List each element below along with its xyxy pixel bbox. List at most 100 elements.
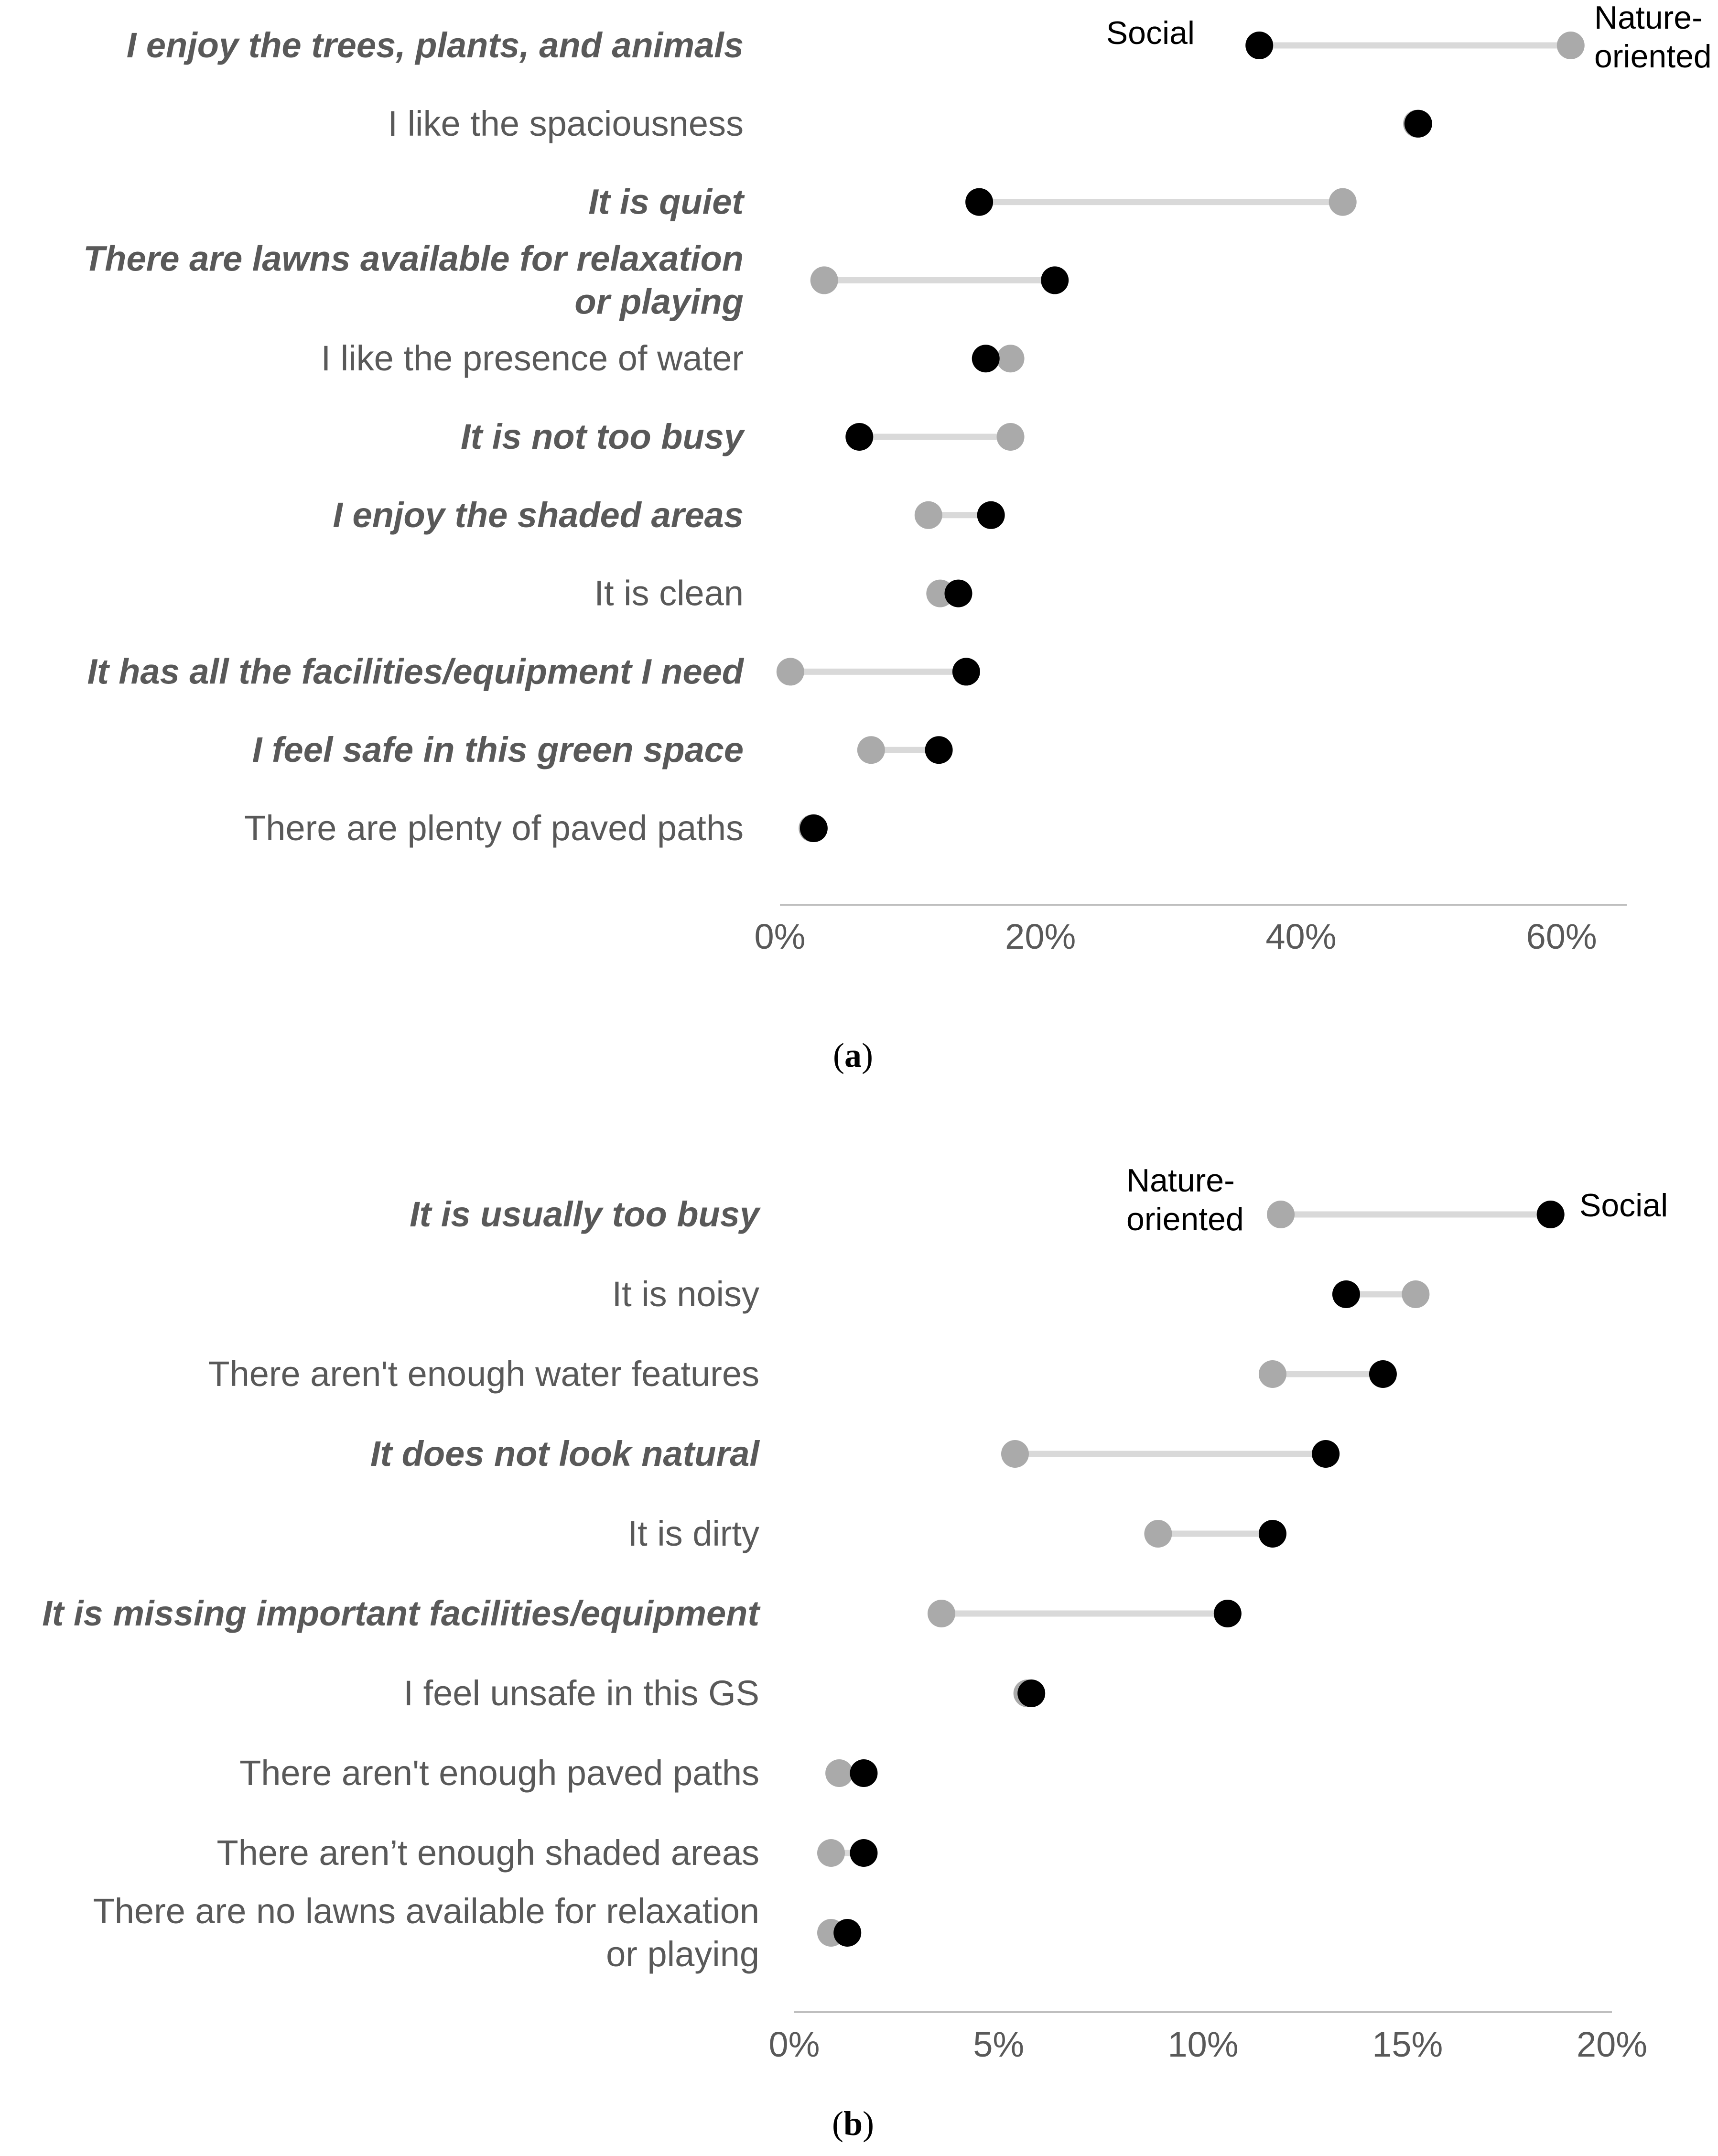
dumbbell-row: I like the presence of water — [321, 338, 1025, 378]
social-point — [800, 814, 828, 842]
category-label: I enjoy the trees, plants, and animals — [127, 25, 744, 65]
social-point — [952, 658, 980, 686]
panel-caption: (b) — [832, 2104, 874, 2143]
dumbbell-row: I enjoy the shaded areas — [333, 495, 1005, 535]
nature-oriented-point — [1001, 1440, 1029, 1468]
dumbbell-row: It has all the facilities/equipment I ne… — [87, 651, 980, 691]
nature-oriented-point — [1267, 1201, 1295, 1228]
x-tick-label: 15% — [1372, 2025, 1443, 2064]
dumbbell-row: It is noisy — [612, 1274, 1430, 1314]
dumbbell-row: It is clean — [594, 574, 972, 613]
dumbbell-row: There are plenty of paved paths — [244, 808, 828, 848]
x-tick-label: 5% — [973, 2025, 1024, 2064]
category-label: It is missing important facilities/equip… — [42, 1593, 761, 1633]
category-label: It is noisy — [612, 1274, 759, 1314]
dumbbell-row: It is missing important facilities/equip… — [42, 1593, 1242, 1633]
social-point — [965, 188, 994, 216]
x-tick-label: 10% — [1167, 2025, 1238, 2064]
social-point — [1258, 1520, 1286, 1548]
category-label: It is clean — [594, 574, 744, 613]
social-point — [944, 579, 972, 607]
dumbbell-row: I enjoy the trees, plants, and animals — [127, 25, 1585, 65]
dumbbell-row: There aren’t enough shaded areas — [217, 1833, 878, 1873]
nature-oriented-point — [1402, 1280, 1430, 1308]
dumbbell-row: There aren't enough paved paths — [239, 1753, 878, 1793]
dumbbell-row: It is dirty — [628, 1514, 1286, 1553]
dumbbell-row: There aren't enough water features — [208, 1354, 1397, 1394]
category-label: It does not look natural — [370, 1434, 760, 1473]
social-point — [1017, 1679, 1046, 1707]
legend-social-label: Social — [1106, 15, 1195, 51]
social-point — [850, 1839, 878, 1867]
category-label: I feel safe in this green space — [252, 730, 744, 769]
nature-oriented-point — [1144, 1520, 1172, 1548]
social-point — [850, 1759, 878, 1787]
social-point — [1245, 32, 1274, 59]
social-point — [972, 345, 1000, 373]
nature-oriented-point — [1556, 32, 1585, 59]
panel-caption: (a) — [833, 1036, 873, 1074]
social-point — [1369, 1360, 1397, 1388]
category-label: or playing — [606, 1934, 759, 1974]
social-point — [1213, 1600, 1242, 1627]
social-point — [1041, 266, 1069, 294]
legend-nature-oriented-label: Nature- — [1594, 0, 1703, 36]
category-label: There aren’t enough shaded areas — [217, 1833, 759, 1873]
dumbbell-row: I like the spaciousness — [388, 104, 1432, 143]
category-label: I like the presence of water — [321, 338, 744, 378]
social-point — [845, 423, 874, 451]
social-point — [1332, 1280, 1360, 1308]
chart-panel-b: 0% 5% 10% 15% 20% It is usually too busy It is… — [42, 1162, 1668, 2143]
x-tick-label: 0% — [755, 917, 806, 956]
category-label: There are lawns available for relaxation — [83, 238, 744, 278]
dumbbell-row: It is quiet — [588, 182, 1357, 222]
social-point — [1536, 1201, 1565, 1228]
nature-oriented-point — [776, 658, 804, 686]
category-label: There are no lawns available for relaxat… — [93, 1891, 759, 1931]
category-label: It is not too busy — [461, 417, 746, 456]
social-point — [1312, 1440, 1340, 1468]
nature-oriented-point — [1258, 1360, 1286, 1388]
dumbbell-row: I feel safe in this green space — [252, 730, 953, 769]
dumbbell-row: It is usually too busy — [410, 1194, 1565, 1234]
legend-social-label: Social — [1579, 1187, 1668, 1224]
nature-oriented-point — [996, 423, 1025, 451]
nature-oriented-point — [1329, 188, 1357, 216]
nature-oriented-point — [817, 1839, 845, 1867]
category-label: or playing — [574, 282, 744, 321]
x-tick-label: 40% — [1265, 917, 1336, 956]
nature-oriented-point — [927, 1600, 955, 1627]
social-point — [925, 736, 953, 764]
chart-panel-a: 0% 20% 40% 60% I enjoy the trees, plants, an… — [83, 0, 1712, 1074]
legend-nature-oriented-label: oriented — [1594, 38, 1712, 75]
category-label: I like the spaciousness — [388, 104, 744, 143]
category-label: There aren't enough paved paths — [239, 1753, 759, 1793]
dumbbell-row: It does not look natural — [370, 1434, 1340, 1473]
nature-oriented-point — [810, 266, 838, 294]
nature-oriented-point — [857, 736, 885, 764]
nature-oriented-point — [996, 345, 1025, 373]
dumbbell-row: I feel unsafe in this GS — [403, 1673, 1046, 1713]
nature-oriented-point — [825, 1759, 854, 1787]
social-point — [977, 501, 1005, 529]
category-label: I enjoy the shaded areas — [333, 495, 744, 535]
x-tick-label: 20% — [1577, 2025, 1647, 2064]
category-label: There are plenty of paved paths — [244, 808, 744, 848]
dumbbell-row: There are no lawns available for relaxat… — [93, 1891, 862, 1974]
legend-nature-oriented-label: oriented — [1126, 1201, 1244, 1237]
category-label: It has all the facilities/equipment I ne… — [87, 651, 745, 691]
x-tick-label: 60% — [1526, 917, 1597, 956]
category-label: It is usually too busy — [410, 1194, 761, 1234]
social-point — [1404, 109, 1432, 138]
legend-nature-oriented-label: Nature- — [1126, 1162, 1235, 1199]
nature-oriented-point — [914, 501, 942, 529]
category-label: I feel unsafe in this GS — [403, 1673, 759, 1713]
dumbbell-row: It is not too busy — [461, 417, 1025, 456]
x-tick-label: 0% — [769, 2025, 820, 2064]
x-tick-label: 20% — [1005, 917, 1076, 956]
category-label: There aren't enough water features — [208, 1354, 759, 1394]
dumbbell-row: There are lawns available for relaxation… — [83, 238, 1069, 321]
social-point — [833, 1919, 862, 1947]
category-label: It is dirty — [628, 1514, 759, 1553]
